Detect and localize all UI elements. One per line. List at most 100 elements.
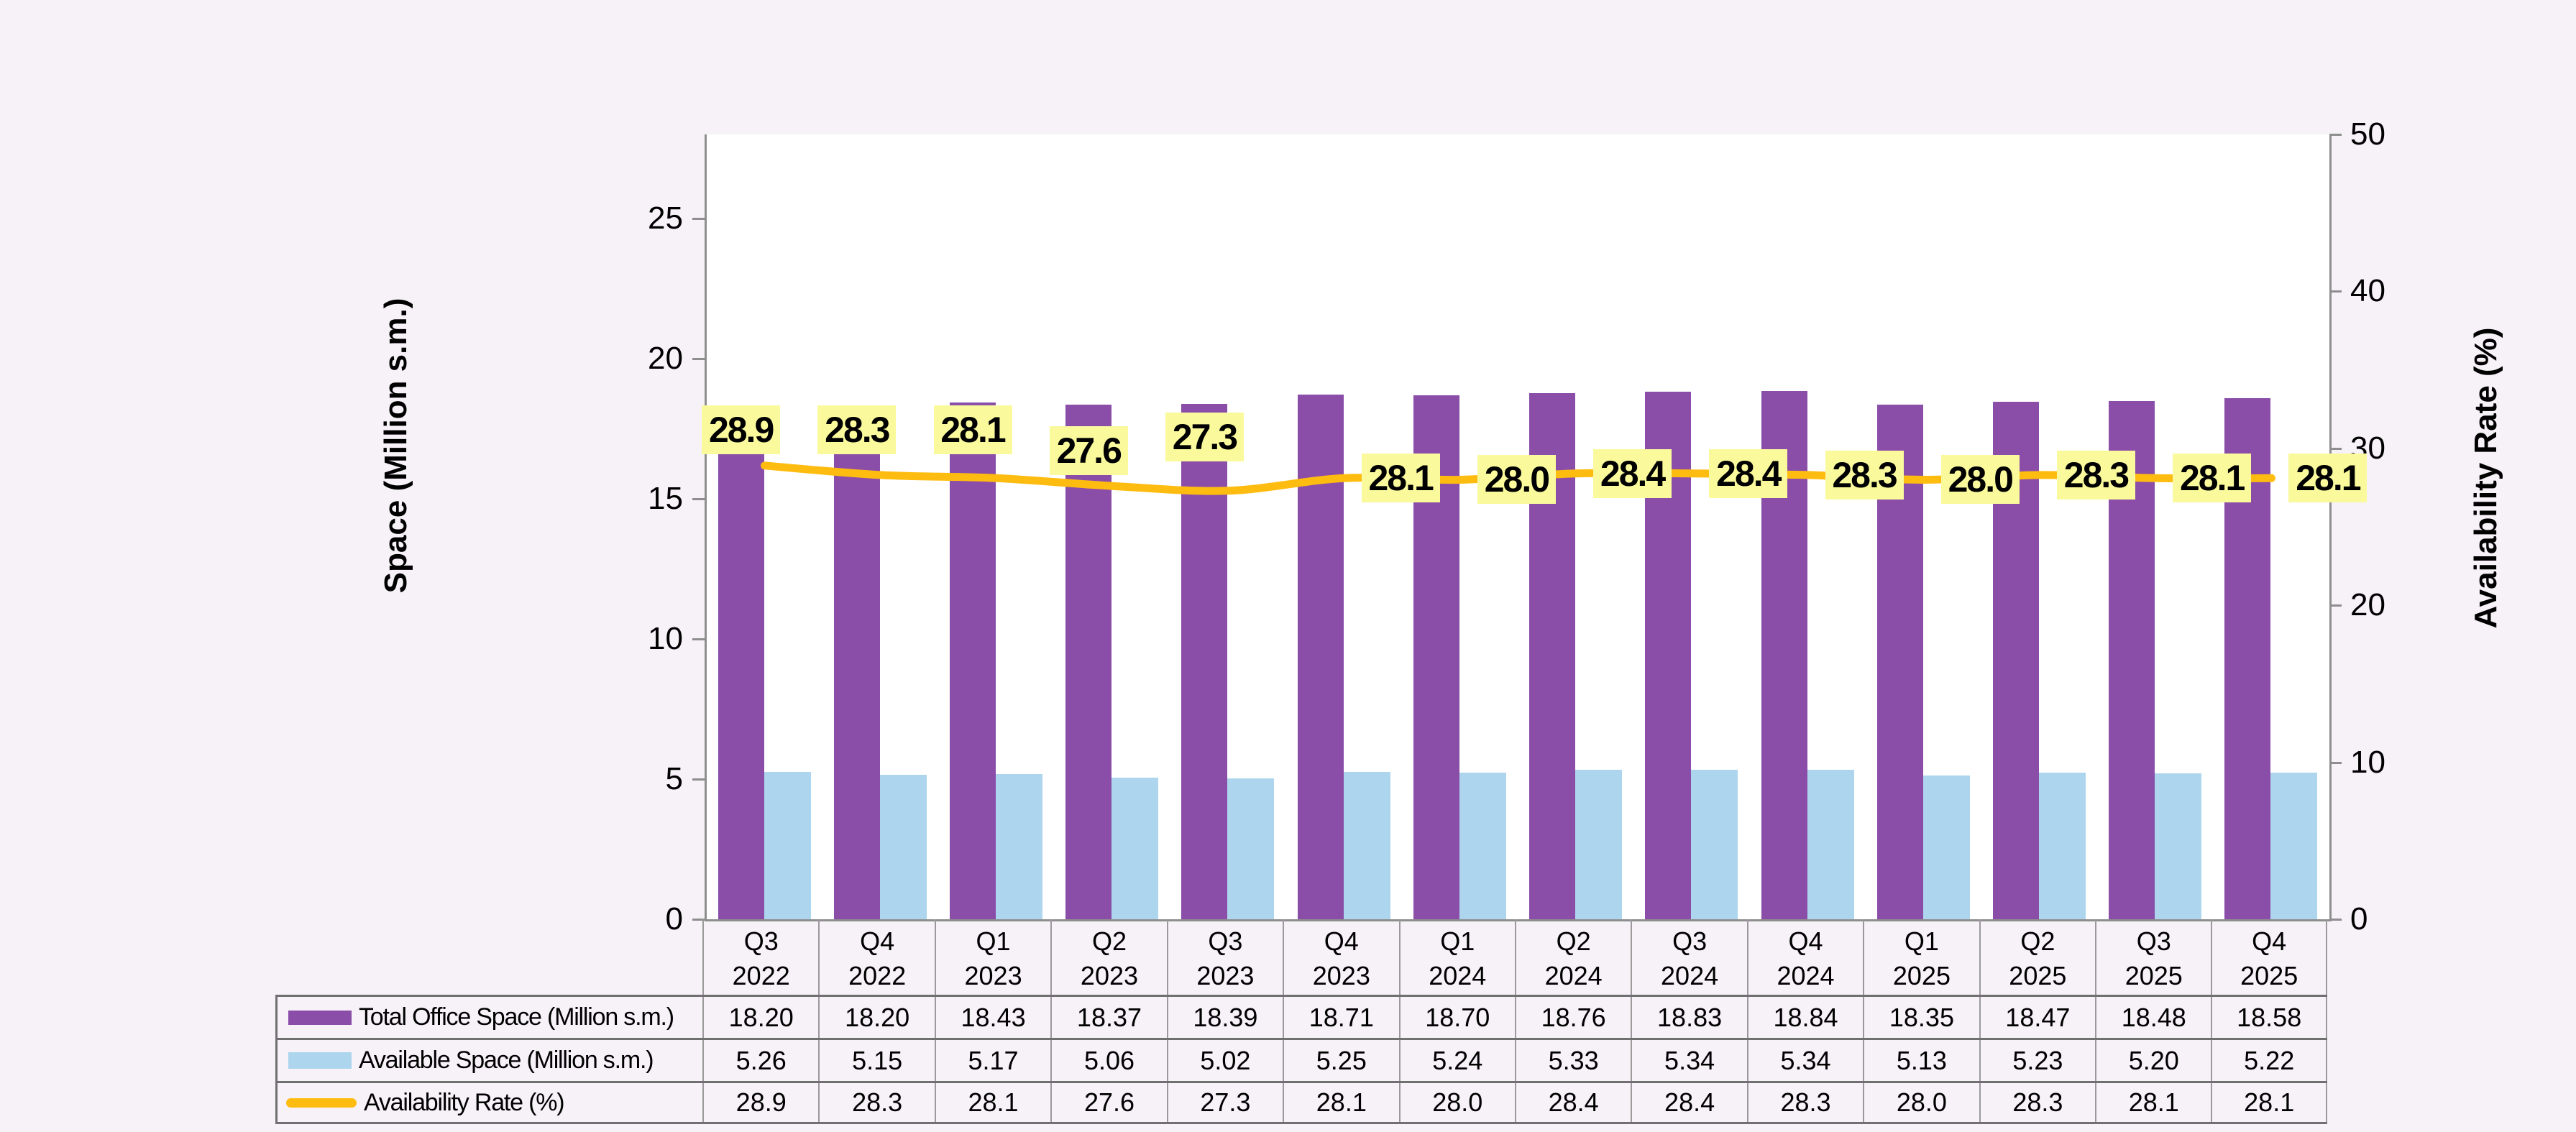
table-header-row: Q3 2022 Q4 2022 Q1 2023 Q2 2023 Q3 2023 Q4 2023 Q1 20… bbox=[702, 919, 2327, 995]
quarter-label: Q4 bbox=[2252, 926, 2287, 956]
legend-row-availability-rate: Availability Rate (%) 28.9 28.3 28.1 27.6 27.… bbox=[275, 1081, 2327, 1124]
total-office-space-bar bbox=[950, 402, 996, 919]
table-value-cell: 28.1 bbox=[2095, 1083, 2211, 1122]
available-space-bar bbox=[2155, 773, 2202, 919]
quarter-label: Q4 bbox=[1788, 926, 1823, 956]
left-axis-title: Space (Million s.m.) bbox=[378, 298, 413, 594]
year-label: 2023 bbox=[964, 960, 1022, 990]
table-value-cell: 5.06 bbox=[1050, 1040, 1166, 1081]
left-axis-tick bbox=[692, 919, 705, 921]
right-axis-title: Availability Rate (%) bbox=[2468, 327, 2503, 629]
table-value-cell: 27.3 bbox=[1166, 1083, 1283, 1122]
year-label: 2024 bbox=[1777, 960, 1835, 990]
quarter-header-cell: Q1 2024 bbox=[1398, 919, 1515, 995]
availability-rate-data-label: 28.4 bbox=[1709, 448, 1788, 498]
left-axis-tick bbox=[692, 358, 705, 360]
table-value-cell: 28.4 bbox=[1631, 1083, 1746, 1122]
available-space-bar bbox=[1807, 769, 1854, 919]
quarter-header-cell: Q4 2024 bbox=[1746, 919, 1863, 995]
legend-row-available-space: Available Space (Million s.m.) 5.26 5.15 5.… bbox=[275, 1038, 2327, 1081]
quarter-header-cell: Q3 2022 bbox=[702, 919, 818, 995]
year-label: 2023 bbox=[1080, 960, 1139, 990]
table-value-cell: 5.26 bbox=[702, 1040, 818, 1081]
table-value-cell: 28.9 bbox=[702, 1083, 818, 1122]
rate-series-swatch bbox=[286, 1098, 357, 1108]
table-value-cell: 5.17 bbox=[934, 1040, 1050, 1081]
table-value-cell: 28.4 bbox=[1514, 1083, 1631, 1122]
table-value-cell: 5.25 bbox=[1283, 1040, 1398, 1081]
table-value-cell: 18.70 bbox=[1398, 997, 1515, 1038]
legend-row-total-office-space: Total Office Space (Million s.m.) 18.20 18… bbox=[275, 995, 2327, 1038]
table-value-cell: 27.6 bbox=[1050, 1083, 1166, 1122]
left-axis-tick bbox=[692, 778, 705, 781]
available-space-bar bbox=[1111, 777, 1159, 919]
table-value-cell: 18.58 bbox=[2211, 997, 2327, 1038]
table-value-cell: 28.0 bbox=[1863, 1083, 1979, 1122]
quarter-header-cell: Q2 2023 bbox=[1050, 919, 1166, 995]
table-value-cell: 18.37 bbox=[1050, 997, 1166, 1038]
available-space-bar bbox=[2270, 773, 2318, 919]
quarter-label: Q3 bbox=[2136, 926, 2171, 956]
left-axis-tick-label: 0 bbox=[665, 901, 683, 937]
table-value-cell: 5.13 bbox=[1863, 1040, 1979, 1081]
table-value-cell: 5.33 bbox=[1514, 1040, 1631, 1081]
available-space-bar bbox=[1227, 778, 1275, 919]
availability-rate-data-label: 28.1 bbox=[2173, 454, 2252, 503]
availability-rate-data-label: 28.9 bbox=[702, 405, 781, 454]
year-label: 2025 bbox=[2124, 960, 2183, 990]
left-axis-tick bbox=[692, 218, 705, 220]
table-value-cell: 28.3 bbox=[1979, 1083, 2095, 1122]
availability-rate-data-label: 28.1 bbox=[1361, 454, 1440, 503]
year-label: 2022 bbox=[848, 960, 907, 990]
table-value-cell: 5.20 bbox=[2095, 1040, 2211, 1081]
quarter-header-cell: Q3 2024 bbox=[1631, 919, 1746, 995]
legend-cell: Available Space (Million s.m.) bbox=[275, 1040, 702, 1081]
plot-area: 28.9 28.3 28.1 27.6 27.3 28.1 28.0 28.4 28.4 28.3… bbox=[702, 134, 2368, 921]
table-value-cell: 28.1 bbox=[2211, 1083, 2327, 1122]
table-value-cell: 5.15 bbox=[818, 1040, 934, 1081]
left-axis-tick-label: 5 bbox=[665, 761, 683, 796]
left-axis-tick bbox=[692, 498, 705, 500]
availability-rate-data-label: 28.3 bbox=[817, 405, 897, 454]
quarter-label: Q1 bbox=[1440, 926, 1475, 956]
right-axis-tick-label: 0 bbox=[2350, 901, 2368, 937]
table-value-cell: 18.20 bbox=[818, 997, 934, 1038]
table-value-cell: 18.47 bbox=[1979, 997, 2095, 1038]
left-axis-tick bbox=[692, 638, 705, 640]
year-label: 2024 bbox=[1661, 960, 1719, 990]
year-label: 2024 bbox=[1429, 960, 1487, 990]
available-space-bar bbox=[996, 774, 1043, 919]
total-office-space-bar bbox=[833, 409, 880, 919]
quarter-header-cell: Q4 2025 bbox=[2211, 919, 2327, 995]
left-axis-tick-label: 15 bbox=[648, 481, 683, 516]
quarter-header-cell: Q1 2023 bbox=[934, 919, 1050, 995]
right-axis-tick-label: 10 bbox=[2350, 744, 2385, 780]
table-value-cell: 28.1 bbox=[934, 1083, 1050, 1122]
right-axis-tick bbox=[2329, 447, 2342, 450]
legend-series-name: Total Office Space (Million s.m.) bbox=[359, 1003, 674, 1031]
right-axis-tick bbox=[2329, 134, 2342, 136]
table-value-cell: 18.76 bbox=[1514, 997, 1631, 1038]
table-value-cell: 18.83 bbox=[1631, 997, 1746, 1038]
table-value-cell: 28.3 bbox=[1746, 1083, 1863, 1122]
table-value-cell: 18.71 bbox=[1283, 997, 1398, 1038]
availability-rate-data-label: 27.3 bbox=[1165, 413, 1244, 461]
left-axis-tick-label: 25 bbox=[648, 201, 683, 236]
available-space-bar bbox=[1691, 769, 1738, 919]
quarter-label: Q2 bbox=[1556, 926, 1591, 956]
available-space-bar bbox=[2038, 773, 2086, 919]
availability-rate-data-label: 28.1 bbox=[2288, 454, 2368, 503]
quarter-label: Q3 bbox=[743, 926, 779, 956]
available-series-swatch bbox=[288, 1052, 352, 1069]
table-value-cell: 5.23 bbox=[1979, 1040, 2095, 1081]
availability-rate-data-label: 28.0 bbox=[1477, 455, 1556, 505]
total-series-swatch bbox=[288, 1010, 352, 1025]
availability-rate-line bbox=[761, 461, 2275, 495]
legend-cell: Availability Rate (%) bbox=[275, 1083, 702, 1122]
table-value-cell: 5.24 bbox=[1398, 1040, 1515, 1081]
right-axis-tick bbox=[2329, 761, 2342, 764]
quarter-label: Q3 bbox=[1672, 926, 1708, 956]
quarter-label: Q1 bbox=[976, 926, 1011, 956]
total-office-space-bar bbox=[718, 409, 764, 919]
